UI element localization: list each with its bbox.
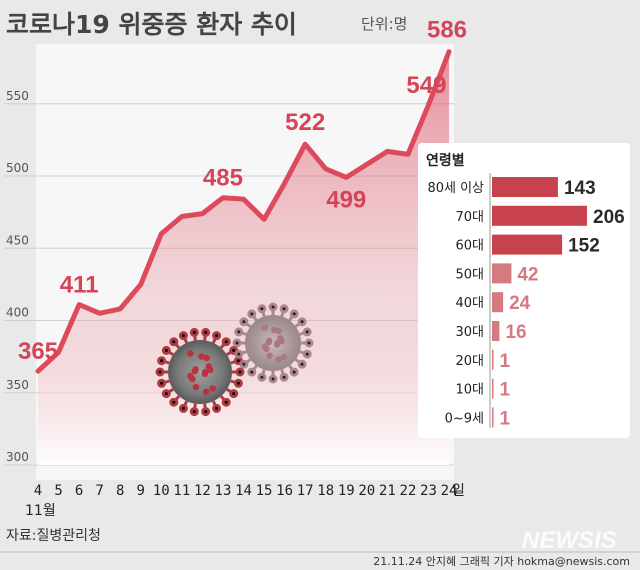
x-tick-label: 5 xyxy=(54,483,62,499)
x-tick-label: 20 xyxy=(358,483,375,499)
virus-icon-left xyxy=(155,327,245,417)
x-axis-ticks: 4 5 6 7 8 9 10 11 12 13 14 15 16 17 18 19 20 21 22 23 24 xyxy=(34,483,458,499)
x-tick-label: 16 xyxy=(276,483,293,499)
x-tick-label: 19 xyxy=(338,483,355,499)
age-bar xyxy=(492,177,558,197)
age-value-label: 1 xyxy=(500,408,511,429)
y-tick-label: 400 xyxy=(6,306,29,320)
age-value-label: 1 xyxy=(500,351,511,372)
age-value-label: 42 xyxy=(517,264,538,285)
age-category-label: 0~9세 xyxy=(445,411,484,426)
age-category-label: 30대 xyxy=(455,325,484,340)
age-bars: 80세 이상 143 70대 206 60대 152 50대 42 40대 24 30대 16 20대 1… xyxy=(427,177,625,429)
x-tick-label: 23 xyxy=(420,483,437,499)
x-tick-label: 22 xyxy=(399,483,416,499)
y-tick-label: 350 xyxy=(6,378,29,392)
data-label: 586 xyxy=(427,17,467,44)
x-tick-label: 13 xyxy=(215,483,232,499)
age-category-label: 20대 xyxy=(455,354,484,369)
age-value-label: 152 xyxy=(568,236,600,257)
x-tick-label: 17 xyxy=(297,483,314,499)
age-bar xyxy=(492,263,512,284)
x-tick-label: 4 xyxy=(34,483,42,499)
x-tick-label: 10 xyxy=(153,483,170,499)
age-bar xyxy=(492,407,494,428)
x-axis-unit-day: 일 xyxy=(452,483,465,499)
area-fill xyxy=(38,51,449,465)
x-tick-label: 8 xyxy=(116,483,124,499)
x-tick-label: 21 xyxy=(379,483,396,499)
age-category-label: 60대 xyxy=(455,239,484,254)
x-axis-unit-month: 11월 xyxy=(25,503,56,519)
age-category-label: 40대 xyxy=(455,296,484,311)
x-tick-label: 15 xyxy=(256,483,273,499)
x-tick-label: 14 xyxy=(235,483,252,499)
age-value-label: 16 xyxy=(505,322,526,343)
data-label: 365 xyxy=(18,338,58,365)
y-tick-label: 550 xyxy=(6,89,29,103)
data-label: 499 xyxy=(326,186,366,213)
age-value-label: 1 xyxy=(500,380,511,401)
data-label: 411 xyxy=(60,272,99,299)
age-value-label: 143 xyxy=(564,178,596,199)
age-category-label: 10대 xyxy=(455,383,484,398)
age-bar xyxy=(492,321,500,341)
x-tick-label: 12 xyxy=(194,483,211,499)
x-tick-label: 18 xyxy=(317,483,334,499)
age-bar xyxy=(492,234,563,255)
age-bar xyxy=(492,378,494,399)
age-category-label: 50대 xyxy=(455,267,484,282)
age-value-label: 206 xyxy=(593,207,625,228)
age-bar xyxy=(492,205,587,226)
age-value-label: 24 xyxy=(509,293,531,314)
y-tick-label: 500 xyxy=(6,161,29,175)
x-tick-label: 24 xyxy=(441,483,458,499)
data-label: 485 xyxy=(203,165,243,192)
watermark-logo: NEWSIS xyxy=(522,527,617,554)
x-tick-label: 11 xyxy=(173,483,190,499)
y-tick-label: 300 xyxy=(6,450,29,464)
age-bar xyxy=(492,292,504,313)
chart-title: 코로나19 위중증 환자 추이 xyxy=(6,10,297,39)
data-label: 549 xyxy=(406,72,446,99)
x-tick-label: 6 xyxy=(75,483,83,499)
age-bar xyxy=(492,349,494,370)
point-labels: 365 411 485 522 499 549 586 xyxy=(18,17,467,365)
age-panel-title: 연령별 xyxy=(426,152,465,169)
y-tick-label: 450 xyxy=(6,233,29,247)
data-label: 522 xyxy=(285,109,325,136)
virus-icon-right xyxy=(232,302,314,384)
credit-label: 21.11.24 안지혜 그래픽 기자 hokma@newsis.com xyxy=(373,555,630,568)
x-tick-label: 7 xyxy=(95,483,103,499)
source-label: 자료:질병관리청 xyxy=(6,528,101,544)
age-category-label: 70대 xyxy=(455,210,484,225)
y-axis-ticks: 300 350 400 450 500 550 xyxy=(6,89,29,464)
unit-label: 단위:명 xyxy=(361,15,407,33)
x-tick-label: 9 xyxy=(137,483,145,499)
series-line xyxy=(35,49,452,374)
age-category-label: 80세 이상 xyxy=(427,181,484,196)
